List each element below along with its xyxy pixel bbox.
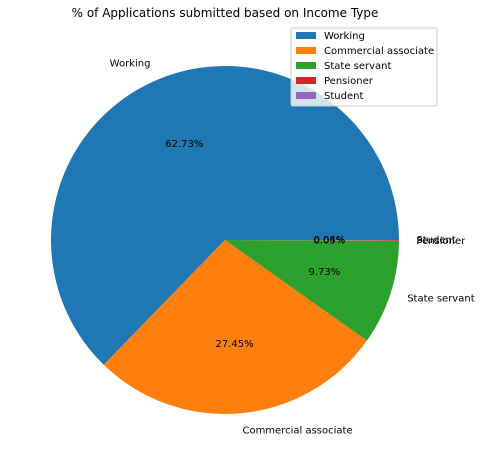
legend-label-commercial-associate: Commercial associate bbox=[324, 46, 434, 57]
slice-label-state-servant: State servant bbox=[407, 294, 475, 305]
slice-label-student: Student bbox=[416, 235, 455, 246]
legend-swatch-working bbox=[296, 32, 316, 39]
slice-percent-commercial-associate: 27.45% bbox=[215, 339, 253, 350]
slice-label-pensioner: Pensioner bbox=[416, 236, 466, 247]
legend-label-state-servant: State servant bbox=[324, 61, 392, 72]
slice-label-working: Working bbox=[110, 59, 151, 70]
slice-percent-state-servant: 9.73% bbox=[308, 267, 340, 278]
pie-slices bbox=[50, 66, 399, 414]
pie-labels: Working 62.73% Commercial associate 27.45% S… bbox=[110, 59, 475, 437]
slice-percent-working: 62.73% bbox=[165, 139, 203, 150]
legend-label-working: Working bbox=[324, 31, 365, 42]
pie-slice-pensioner bbox=[225, 240, 399, 241]
legend-frame bbox=[290, 27, 438, 107]
legend: Working Commercial associate State servant… bbox=[290, 27, 438, 107]
chart-title: % of Applications submitted based on Inc… bbox=[72, 6, 379, 20]
legend-swatch-commercial-associate bbox=[296, 47, 316, 54]
legend-label-pensioner: Pensioner bbox=[324, 76, 374, 87]
pie-slice-state-servant bbox=[225, 240, 399, 341]
slice-percent-student: 0.04% bbox=[314, 235, 346, 246]
slice-label-commercial-associate: Commercial associate bbox=[242, 426, 352, 437]
slice-percent-pensioner: 0.05% bbox=[314, 235, 346, 246]
legend-label-student: Student bbox=[324, 91, 363, 102]
legend-swatch-student bbox=[296, 92, 316, 99]
legend-swatch-pensioner bbox=[296, 77, 316, 84]
legend-swatch-state-servant bbox=[296, 62, 316, 69]
pie-slice-commercial-associate bbox=[103, 240, 367, 414]
pie-slice-working bbox=[50, 66, 399, 365]
